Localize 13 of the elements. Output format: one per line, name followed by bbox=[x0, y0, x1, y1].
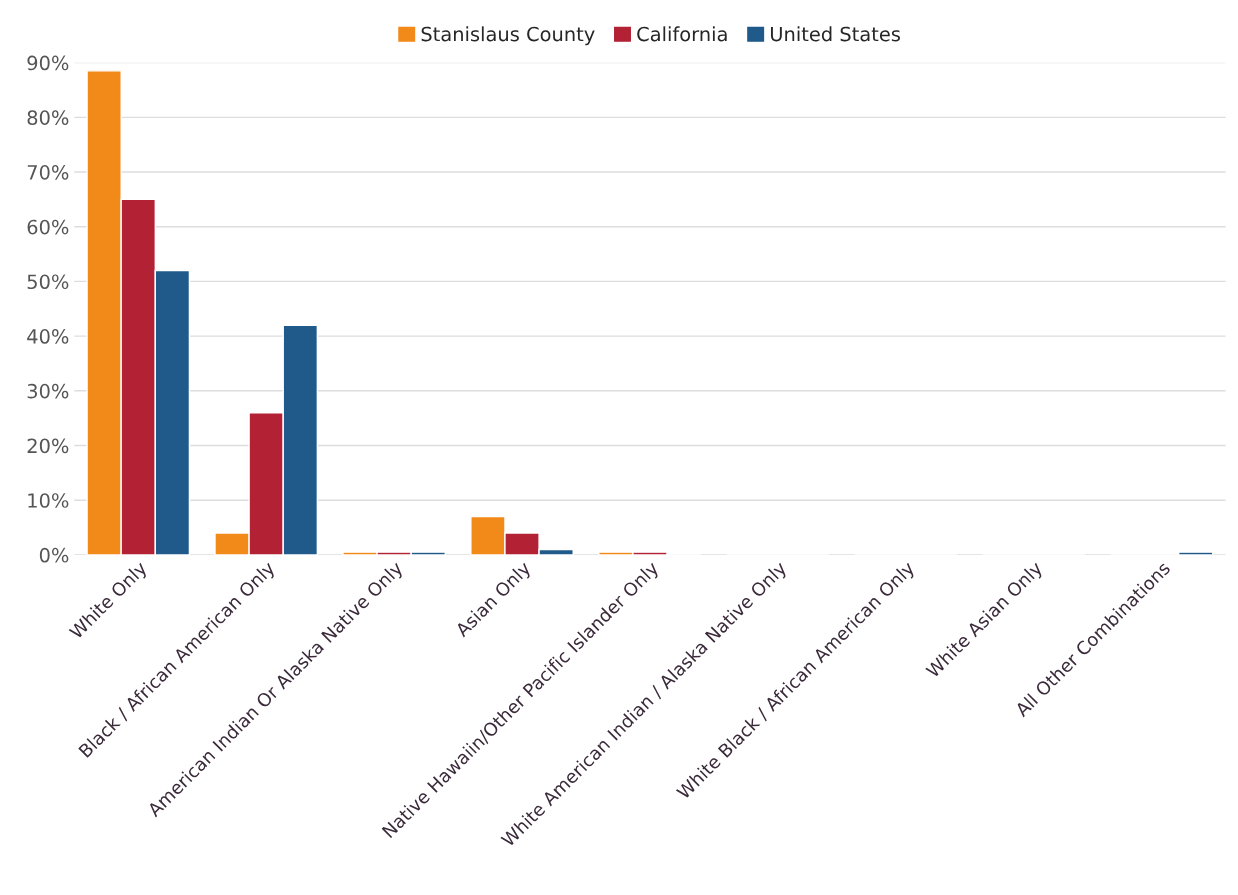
legend-label: Stanislaus County bbox=[421, 26, 595, 46]
legend-label: United States bbox=[770, 26, 900, 42]
y-tick-label: 40% bbox=[27, 329, 69, 344]
y-tick-label: 70% bbox=[27, 164, 69, 180]
y-tick-label: 60% bbox=[27, 219, 69, 235]
y-tick-label: 10% bbox=[28, 493, 69, 508]
y-tick-label: 90% bbox=[27, 55, 69, 71]
y-tick-label: 50% bbox=[27, 274, 69, 290]
legend-label: California bbox=[637, 26, 727, 42]
y-tick-label: 20% bbox=[27, 438, 69, 454]
y-tick-label: 80% bbox=[27, 110, 69, 126]
y-tick-label: 0% bbox=[39, 547, 69, 563]
y-tick-label: 30% bbox=[27, 383, 69, 399]
